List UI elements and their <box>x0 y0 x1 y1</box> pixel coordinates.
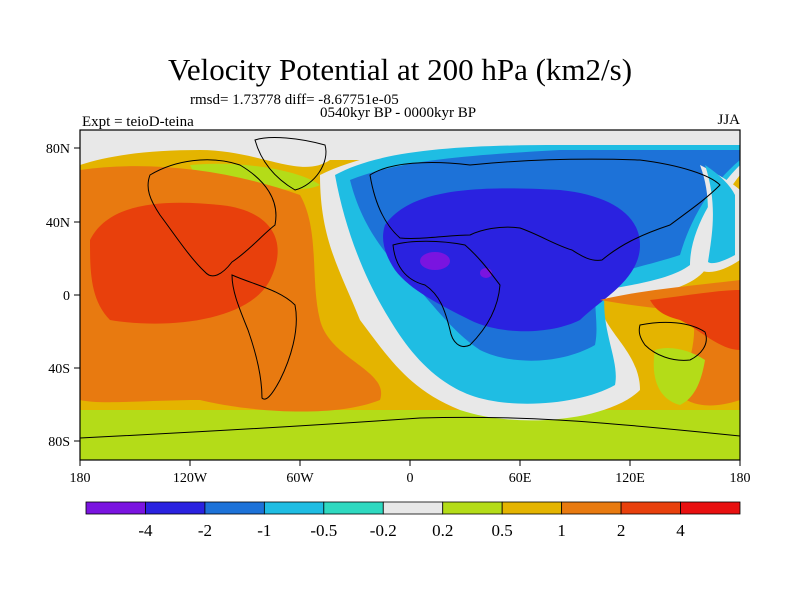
colorbar-label: 0.2 <box>432 521 453 540</box>
lon-label-60w: 60W <box>286 471 314 486</box>
colorbar-swatch <box>680 501 741 515</box>
colorbar-label: -0.2 <box>370 521 397 540</box>
colorbar-label: 1 <box>557 521 566 540</box>
lat-label-0: 0 <box>63 289 70 304</box>
lat-label-80s: 80S <box>48 435 70 450</box>
colorbar-swatch <box>620 501 681 515</box>
map-title: Velocity Potential at 200 hPa (km2/s) <box>167 52 633 87</box>
experiment-label: Expt = teioD-teina <box>82 114 194 130</box>
longitude-axis: 180 120W 60W 0 60E 120E 180 <box>70 460 751 486</box>
colorbar-label: -4 <box>138 521 153 540</box>
colorbar-swatch <box>85 501 146 515</box>
colorbar-swatch <box>263 501 325 515</box>
colorbar-swatch <box>501 501 563 515</box>
colorbar-label: 4 <box>676 521 685 540</box>
contour-fill-layer <box>80 130 740 460</box>
colorbar-label: -0.5 <box>310 521 337 540</box>
season-label: JJA <box>717 112 740 128</box>
lat-label-80n: 80N <box>46 142 70 157</box>
colorbar-swatch <box>561 501 622 515</box>
coastlines <box>80 137 740 439</box>
latitude-axis: 80N 40N 0 40S 80S <box>46 142 80 450</box>
colorbar-swatch <box>382 501 444 515</box>
lat-label-40n: 40N <box>46 216 70 231</box>
colorbar-swatch <box>204 501 265 515</box>
colorbar-swatch <box>442 501 503 515</box>
colorbar-label: 2 <box>617 521 626 540</box>
colorbar-label: 0.5 <box>492 521 513 540</box>
lon-label-60e: 60E <box>509 471 532 486</box>
lon-label-0: 0 <box>407 471 414 486</box>
lon-label-120w: 120W <box>173 471 208 486</box>
lon-label-180w: 180 <box>70 471 91 486</box>
colorbar-swatch <box>145 501 206 515</box>
lon-label-180e: 180 <box>730 471 751 486</box>
colorbar-label: -1 <box>257 521 271 540</box>
lon-label-120e: 120E <box>615 471 645 486</box>
rmsd-stat: rmsd= 1.73778 diff= -8.67751e-05 <box>190 92 399 108</box>
colorbar-label: -2 <box>198 521 212 540</box>
lat-label-40s: 40S <box>48 362 70 377</box>
period-label: 0540kyr BP - 0000kyr BP <box>320 105 477 121</box>
colorbar: -4 -2 -1 -0.5 -0.2 0.2 0.5 1 2 4 <box>85 501 741 540</box>
colorbar-swatch <box>323 501 384 515</box>
